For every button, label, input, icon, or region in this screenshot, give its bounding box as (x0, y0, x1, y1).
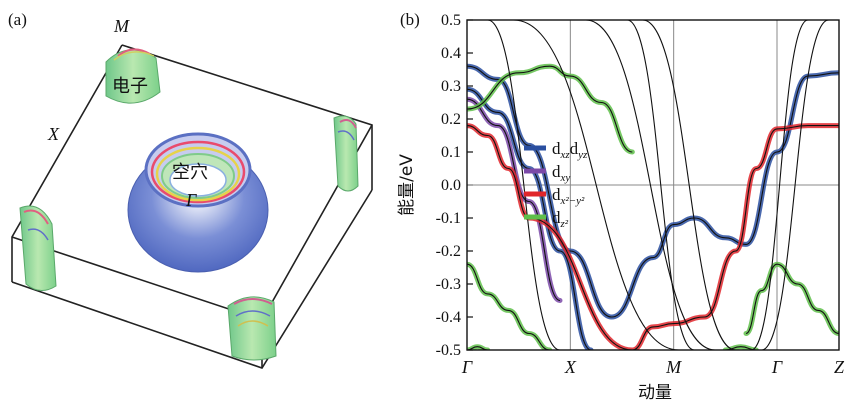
y-tick-label: 0.4 (441, 45, 461, 62)
band-line (743, 261, 839, 336)
y-tick-label: -0.3 (436, 276, 461, 293)
band-line-core (467, 263, 550, 350)
y-tick-label: 0.5 (441, 12, 461, 29)
point-x-label: X (47, 124, 60, 144)
point-m-label: M (113, 16, 130, 36)
band-line (467, 261, 553, 350)
y-axis-label: 能量/eV (397, 154, 417, 216)
x-tick-label: M (665, 357, 682, 377)
x-tick-label: Γ (771, 357, 783, 377)
legend-entry: dxy (552, 162, 570, 184)
hole-label: 空穴 (172, 162, 208, 183)
band-line-core (745, 263, 839, 335)
electron-pocket-m (105, 48, 161, 104)
legend-entry: dx²−y² (552, 185, 585, 207)
hole-pocket (127, 132, 269, 273)
band-line-core (585, 20, 716, 350)
x-tick-label: Z (834, 357, 845, 377)
plot-frame (466, 19, 840, 351)
band-line-core (467, 65, 633, 153)
y-tick-label: 0.2 (441, 111, 461, 128)
band-line (467, 96, 563, 303)
band-line-core (467, 125, 839, 350)
electron-pocket-right (333, 115, 359, 192)
y-tick-label: -0.1 (436, 210, 461, 227)
electron-pocket-bottom (227, 296, 277, 361)
electron-pocket-left (19, 205, 57, 291)
fermi-surface-panel: M X Γ 电子 空穴 (11, 16, 373, 369)
y-tick-label: 0.1 (441, 144, 461, 161)
x-tick-label: Γ (461, 357, 473, 377)
band-line-core (487, 20, 561, 350)
y-tick-label: -0.4 (436, 309, 461, 326)
band-line-core (627, 20, 695, 350)
legend-entry: dz² (552, 208, 569, 230)
band-line-core (761, 20, 829, 350)
panel-a-label: (a) (8, 10, 27, 29)
band-line (467, 123, 839, 350)
y-tick-label: -0.2 (436, 243, 461, 260)
x-axis-label: 动量 (638, 383, 672, 403)
y-tick-label: -0.5 (436, 342, 461, 359)
band-line-core (642, 20, 736, 350)
point-gamma-label: Γ (185, 190, 197, 210)
legend-entry: dxzdyz (552, 139, 588, 161)
y-tick-label: 0.3 (441, 78, 461, 95)
electron-label: 电子 (112, 76, 148, 97)
band-line-core (750, 20, 809, 350)
panel-b-label: (b) (400, 10, 420, 29)
y-tick-label: 0.0 (441, 177, 461, 194)
band-line-core (513, 20, 679, 350)
x-tick-label: X (564, 357, 577, 377)
